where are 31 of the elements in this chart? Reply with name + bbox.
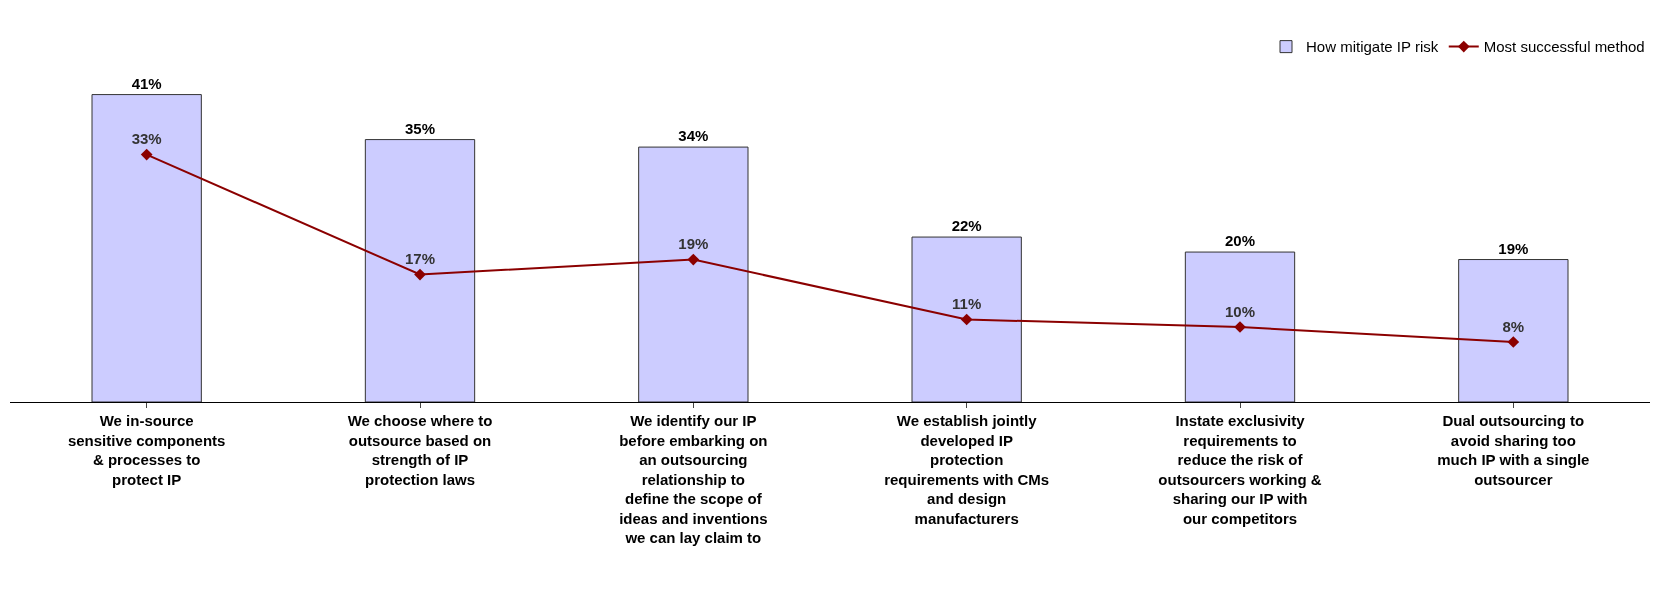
x-tick-label: Instate exclusivity requirements to reduce the risk of outsourcers working & sharing our IP with our competitors [1158,412,1322,527]
legend-label: Most successful method [1483,38,1645,56]
point [140,148,153,161]
x-tick-label: We in-source sensitive components & processes to protect IP [67,412,226,488]
data-label: 11% [952,295,982,313]
bar [1458,259,1569,402]
point [414,268,426,281]
bar [364,139,476,402]
data-label: 8% [1502,317,1525,335]
data-label: 20% [1224,232,1256,250]
data-label: 19% [678,235,709,253]
point [960,313,973,326]
point [687,253,700,266]
bar [638,146,749,402]
data-label: 33% [131,130,162,148]
data-label: 35% [404,119,436,137]
data-label: 34% [678,127,709,145]
legend-label: How mitigate IP risk [1306,38,1439,56]
x-tick-label: We establish jointly developed IP protection requirements with CMs and design manufacturers [884,412,1050,527]
data-label: 22% [951,217,982,235]
x-tick-label: We choose where to outsource based on strength of IP protection laws [347,412,493,488]
x-tick-label: Dual outsourcing to avoid sharing too much IP with a single outsourcer [1437,412,1590,488]
data-label: 17% [404,250,436,268]
bar [911,236,1022,402]
data-label: 10% [1224,302,1256,320]
data-label: 41% [131,74,162,92]
bar [91,94,202,402]
x-tick-label: We identify our IP before embarking on an outsourcing relationship to define the scope of ideas and inventions we can lay claim to [619,412,768,546]
bar [1184,251,1296,402]
data-label: 19% [1498,239,1529,257]
point [1507,336,1520,348]
